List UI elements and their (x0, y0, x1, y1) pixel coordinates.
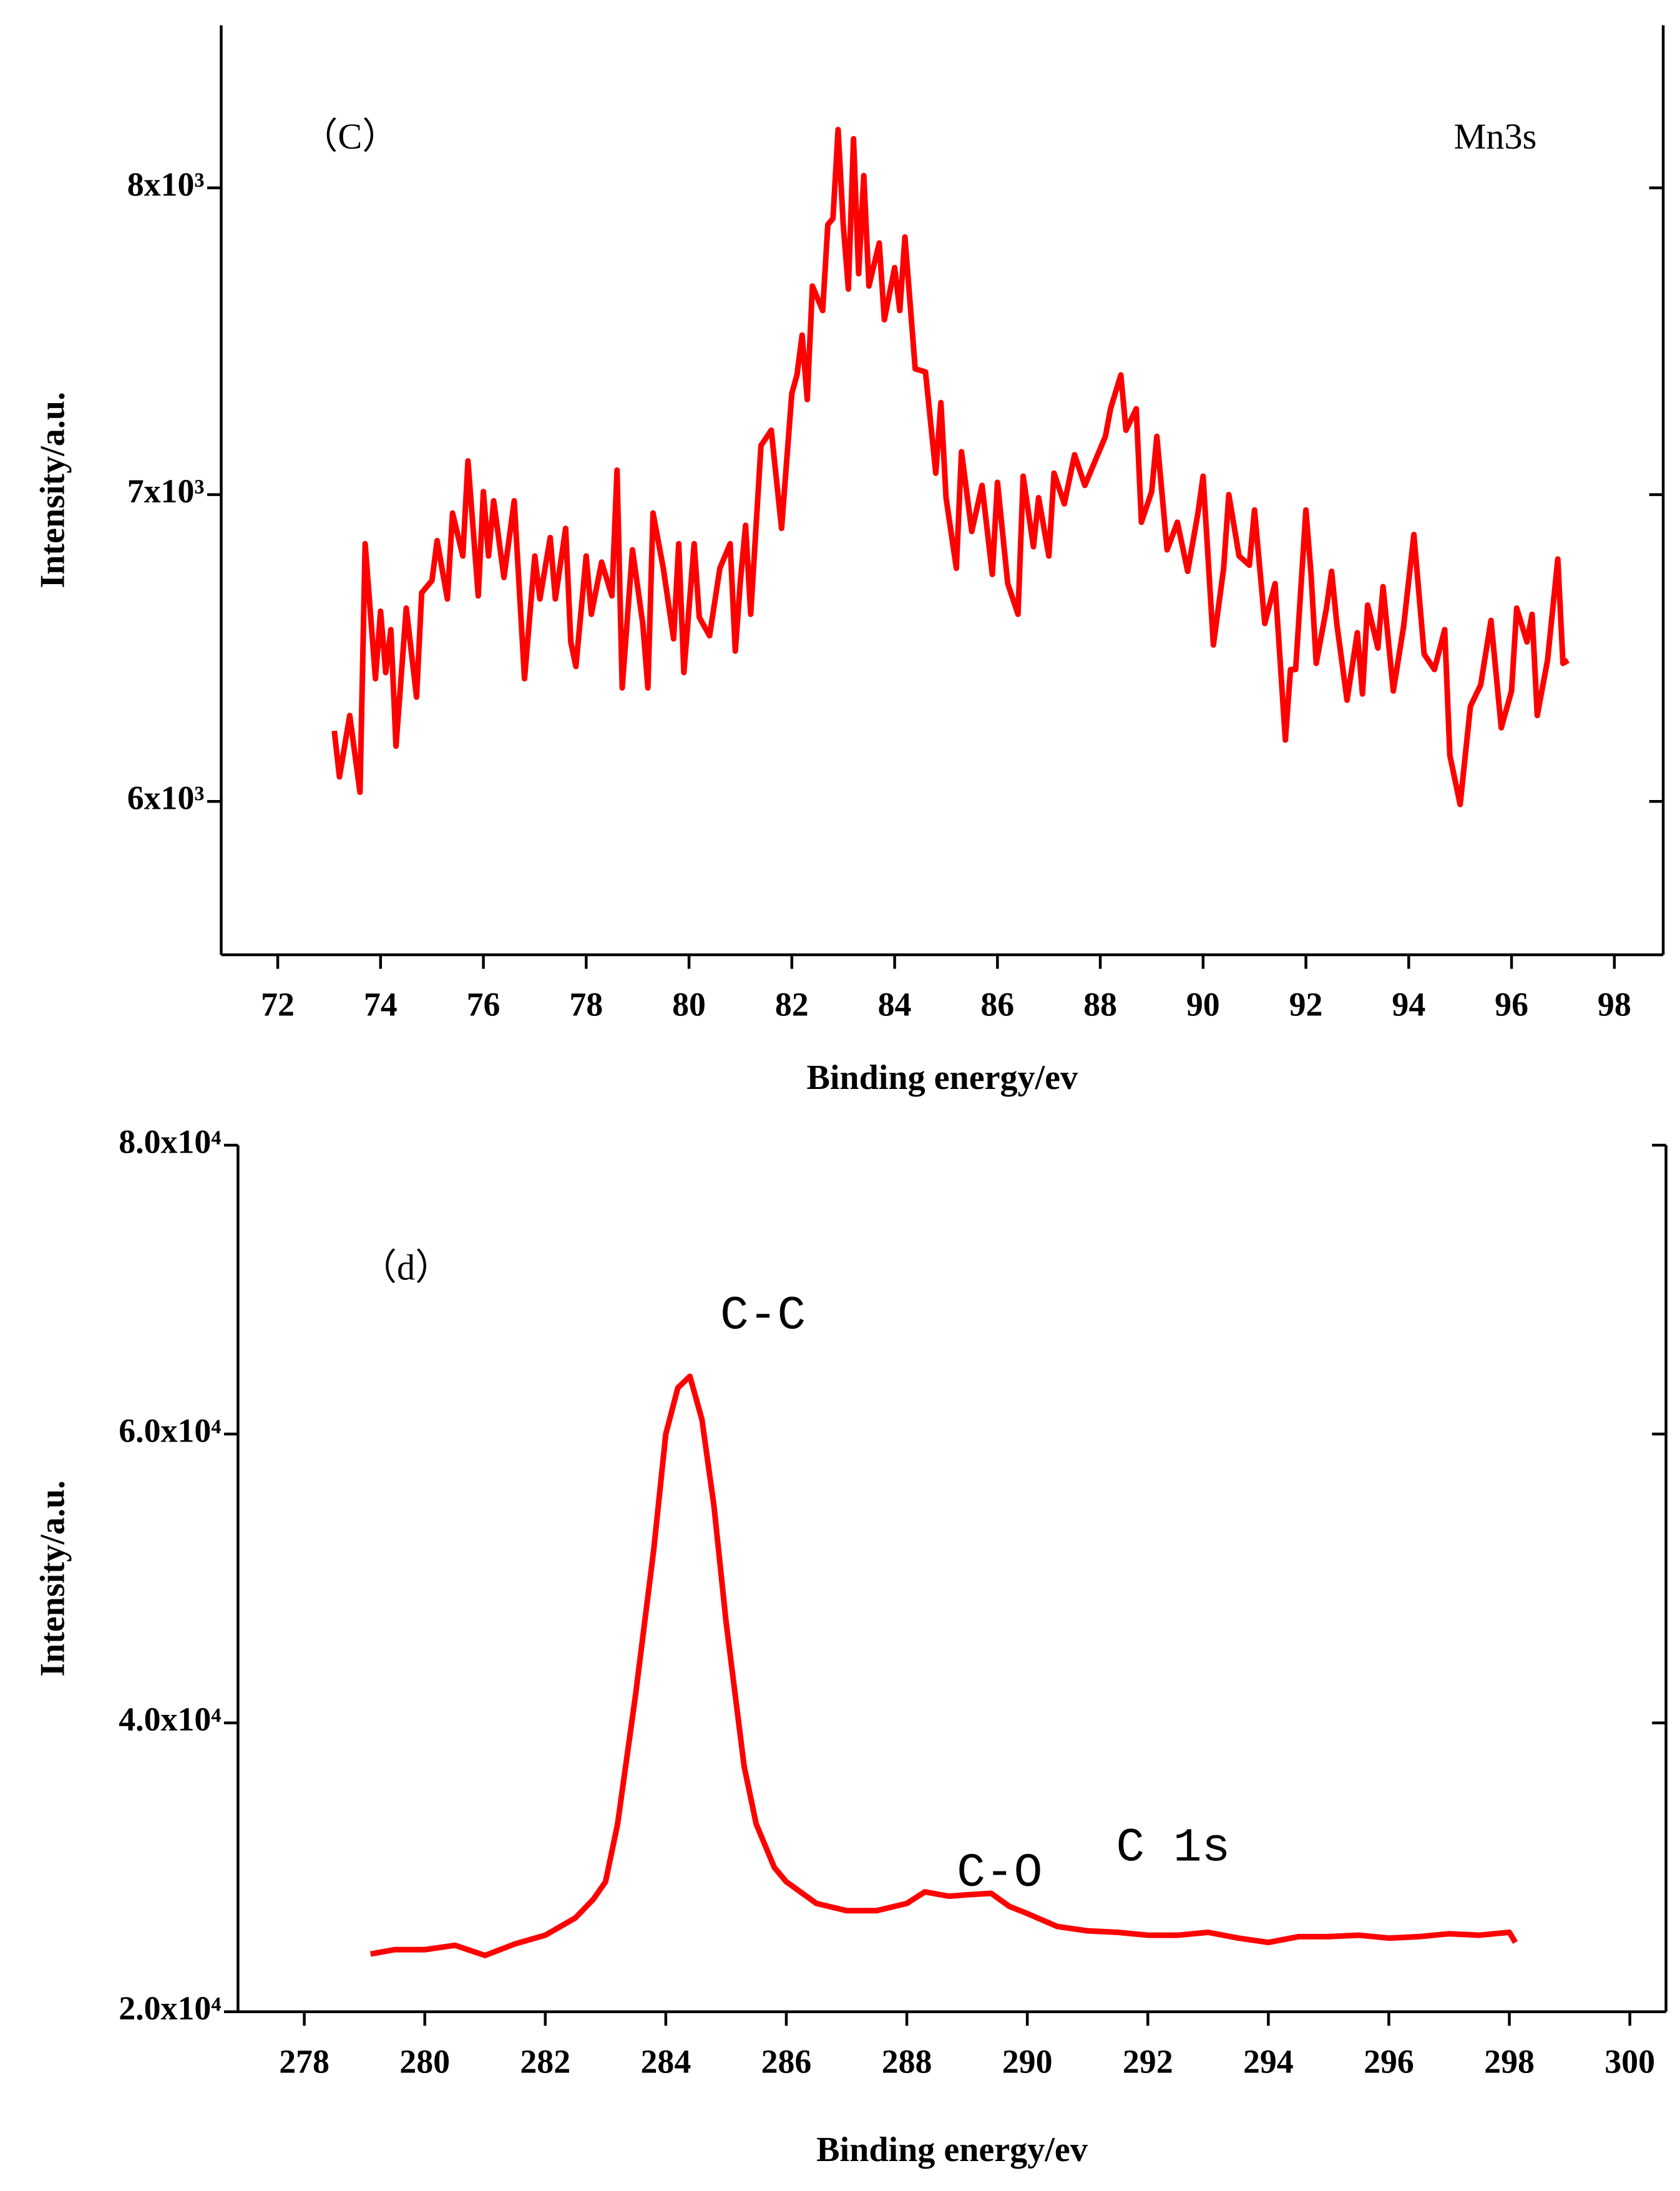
x-tick-label: 292 (1123, 2042, 1173, 2080)
x-tick-label: 282 (520, 2042, 570, 2080)
x-tick-label: 298 (1484, 2042, 1535, 2080)
annotation: （d） (361, 1247, 452, 1287)
x-tick-label: 288 (882, 2042, 932, 2080)
x-tick-label: 280 (399, 2042, 450, 2080)
data-line (369, 1373, 1518, 1958)
x-tick-label: 88 (1083, 986, 1117, 1023)
annotation: C 1s (1116, 1821, 1230, 1875)
y-tick-label: 6.0x10⁴ (119, 1412, 221, 1449)
x-tick-label: 294 (1243, 2042, 1294, 2080)
y-tick-label: 8x10³ (127, 165, 205, 203)
x-tick-label: 96 (1495, 986, 1528, 1023)
y-tick-label: 4.0x10⁴ (119, 1701, 221, 1738)
x-tick-label: 74 (364, 986, 398, 1023)
x-tick-label: 278 (279, 2042, 330, 2080)
x-tick-label: 82 (775, 986, 809, 1023)
x-tick-label: 78 (569, 986, 603, 1023)
y-tick-label: 7x10³ (127, 472, 205, 510)
x-tick-label: 290 (1002, 2042, 1053, 2080)
annotation: Mn3s (1453, 116, 1536, 157)
x-tick-label: 286 (761, 2042, 812, 2080)
data-line (331, 127, 1570, 808)
annotation: （C） (301, 116, 399, 157)
y-tick-label: 6x10³ (127, 779, 205, 817)
annotation: C-O (957, 1847, 1042, 1900)
x-tick-label: 72 (261, 986, 295, 1023)
y-axis-title: Intensity/a.u. (34, 392, 72, 588)
x-tick-label: 98 (1598, 986, 1631, 1023)
x-tick-label: 76 (467, 986, 501, 1023)
x-tick-label: 86 (980, 986, 1014, 1023)
x-tick-label: 94 (1392, 986, 1425, 1023)
annotation: C-C (720, 1289, 806, 1343)
y-axis-title: Intensity/a.u. (34, 1480, 72, 1677)
x-tick-label: 84 (878, 986, 912, 1023)
y-tick-label: 2.0x10⁴ (119, 1989, 221, 2027)
x-tick-label: 296 (1364, 2042, 1414, 2080)
x-axis-title: Binding energy/ev (806, 1058, 1078, 1097)
x-tick-label: 300 (1604, 2042, 1655, 2080)
x-tick-label: 284 (640, 2042, 691, 2080)
x-tick-label: 80 (672, 986, 706, 1023)
y-tick-label: 8.0x10⁴ (119, 1123, 221, 1160)
x-tick-label: 90 (1186, 986, 1220, 1023)
x-axis-title: Binding energy/ev (816, 2130, 1088, 2169)
x-tick-label: 92 (1289, 986, 1323, 1023)
